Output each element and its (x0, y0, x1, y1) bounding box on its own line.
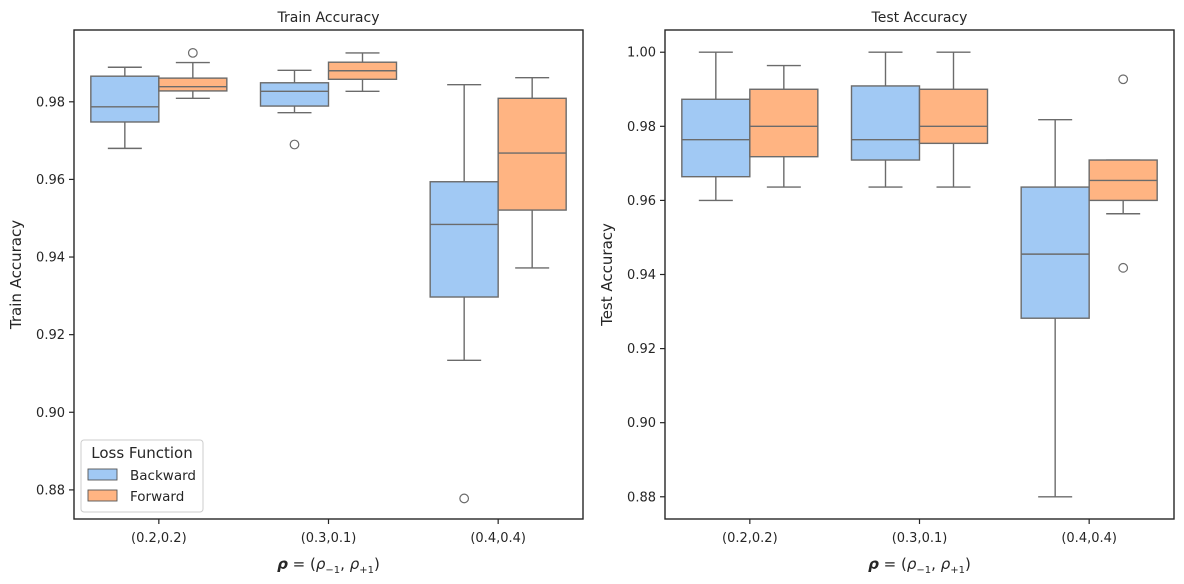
p0-backward-box (429, 181, 499, 298)
p0-y-tick-label: 0.94 (36, 251, 65, 266)
p1-backward-box (850, 85, 921, 161)
test-chart-title: Test Accuracy (871, 10, 968, 26)
p1-forward-outlier (1118, 74, 1129, 85)
train-chart-title: Train Accuracy (277, 10, 380, 26)
legend-swatch-backward (87, 468, 118, 481)
test-x-axis-label: ρ = (ρ−1, ρ+1) (868, 555, 971, 576)
legend-label-backward: Backward (130, 468, 196, 484)
legend-title: Loss Function (91, 444, 192, 462)
p0-y-tick-label: 0.98 (36, 95, 65, 110)
p0-backward-box (90, 75, 160, 123)
p1-y-tick-label: 1.00 (627, 46, 656, 61)
p0-x-tick-label: (0.3,0.1) (301, 531, 357, 546)
legend: Loss Function Backward Forward (80, 439, 204, 513)
p1-x-tick-label: (0.2,0.2) (722, 531, 778, 546)
p1-y-tick-label: 0.90 (627, 416, 656, 431)
train-x-axis-label: ρ = (ρ−1, ρ+1) (277, 555, 380, 576)
p1-y-tick-label: 0.96 (627, 194, 656, 209)
p0-y-tick-label: 0.96 (36, 173, 65, 188)
p0-forward-outlier (187, 47, 198, 58)
p1-y-tick-label: 0.88 (627, 490, 656, 505)
p1-forward-box (749, 88, 819, 158)
p1-x-tick-label: (0.4,0.4) (1061, 531, 1117, 546)
p0-forward-box (497, 97, 567, 211)
p1-y-tick-label: 0.92 (627, 342, 656, 357)
train-accuracy-panel: 0.88 0.90 0.92 0.94 0.96 0.98 (0.2,0.2) (0.3,0.… (7, 10, 584, 576)
legend-label-forward: Forward (130, 489, 184, 505)
p1-backward-box (1020, 186, 1090, 319)
legend-swatch-forward (87, 489, 118, 502)
p1-y-tick-label: 0.94 (627, 268, 656, 283)
p1-backward-box (681, 98, 751, 178)
p0-x-tick-label: (0.4,0.4) (470, 531, 526, 546)
p0-backward-box (259, 82, 330, 107)
p0-y-tick-label: 0.90 (36, 406, 65, 421)
test-accuracy-panel: 0.88 0.90 0.92 0.94 0.96 0.98 1.00 (0.2,0.2) (0.… (598, 10, 1175, 576)
train-plot-area: 0.88 0.90 0.92 0.94 0.96 0.98 (0.2,0.2) (0.3,0.… (36, 47, 567, 546)
p1-x-tick-label: (0.3,0.1) (892, 531, 948, 546)
train-y-axis-label: Train Accuracy (7, 220, 25, 330)
p0-backward-outlier (289, 139, 300, 150)
p1-forward-outlier (1118, 262, 1129, 273)
p0-y-tick-label: 0.88 (36, 483, 65, 498)
test-y-axis-label: Test Accuracy (598, 223, 616, 327)
test-plot-area: 0.88 0.90 0.92 0.94 0.96 0.98 1.00 (0.2,0.2) (0.… (627, 46, 1158, 546)
p0-backward-outlier (459, 493, 470, 504)
p1-forward-box (918, 88, 989, 145)
p1-y-tick-label: 0.98 (627, 120, 656, 135)
p0-y-tick-label: 0.92 (36, 328, 65, 343)
p0-x-tick-label: (0.2,0.2) (131, 531, 187, 546)
p0-forward-box (158, 77, 228, 92)
